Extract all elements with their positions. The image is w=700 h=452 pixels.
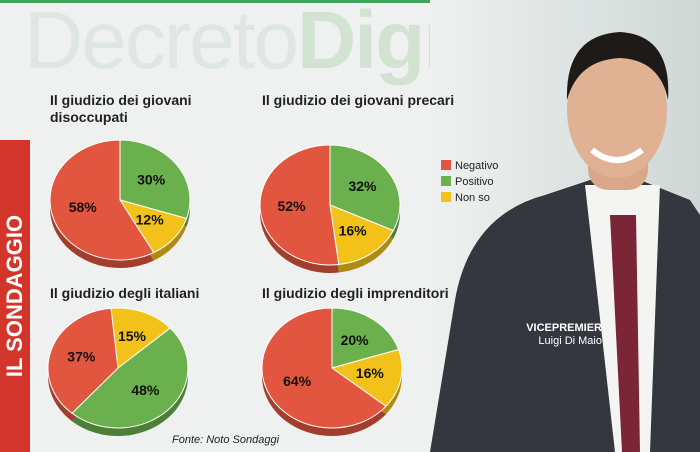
legend-label: Positivo (455, 176, 494, 188)
legend-swatch (441, 192, 451, 202)
slice (331, 307, 400, 369)
slice (47, 307, 119, 414)
hair (566, 32, 669, 100)
slice (71, 327, 189, 429)
legend-entry: Negativo (441, 160, 498, 172)
top-rule (0, 0, 700, 3)
side-bar: IL SONDAGGIO (0, 140, 30, 452)
slice (261, 307, 387, 429)
legend-entry: Non so (441, 192, 490, 204)
legend-entry: Positivo (441, 176, 494, 188)
side-label: IL SONDAGGIO (2, 214, 27, 378)
chart-title: Il giudizio dei giovani precari (262, 92, 455, 108)
chart-title: Il giudizio degli italiani (50, 285, 200, 301)
value-label: 52% (278, 198, 307, 214)
caption-name: Luigi Di Maio (538, 335, 602, 347)
caption-role: VICEPREMIER (526, 322, 602, 334)
value-label: 30% (137, 171, 166, 187)
slice (259, 144, 340, 266)
bg-word: Decreto (24, 0, 299, 86)
tie (610, 215, 640, 452)
value-label: 37% (67, 349, 96, 365)
smile (590, 147, 644, 163)
value-label: 12% (136, 212, 165, 228)
legend-swatch (441, 176, 451, 186)
value-label: 20% (341, 332, 370, 348)
value-label: 16% (356, 365, 385, 381)
value-label: 64% (283, 373, 312, 389)
face (567, 42, 667, 178)
legend-label: Non so (455, 192, 490, 204)
legend-swatch (441, 160, 451, 170)
slice (49, 139, 155, 261)
slice (330, 348, 403, 407)
slice (329, 204, 395, 266)
source: Fonte: Noto Sondaggi (172, 434, 280, 446)
legend-label: Negativo (455, 160, 499, 172)
chart-title: Il giudizio degli imprenditori (262, 285, 449, 301)
value-label: 32% (348, 178, 377, 194)
value-label: 16% (339, 222, 368, 238)
slice (119, 139, 191, 220)
value-label: 48% (131, 382, 160, 398)
value-label: 58% (69, 199, 98, 215)
chart-title: Il giudizio dei giovani disoccupati (50, 92, 192, 125)
slice (329, 144, 401, 232)
slice (110, 307, 172, 369)
photo-caption: VICEPREMIER Luigi Di Maio (490, 322, 602, 348)
value-label: 15% (118, 328, 147, 344)
